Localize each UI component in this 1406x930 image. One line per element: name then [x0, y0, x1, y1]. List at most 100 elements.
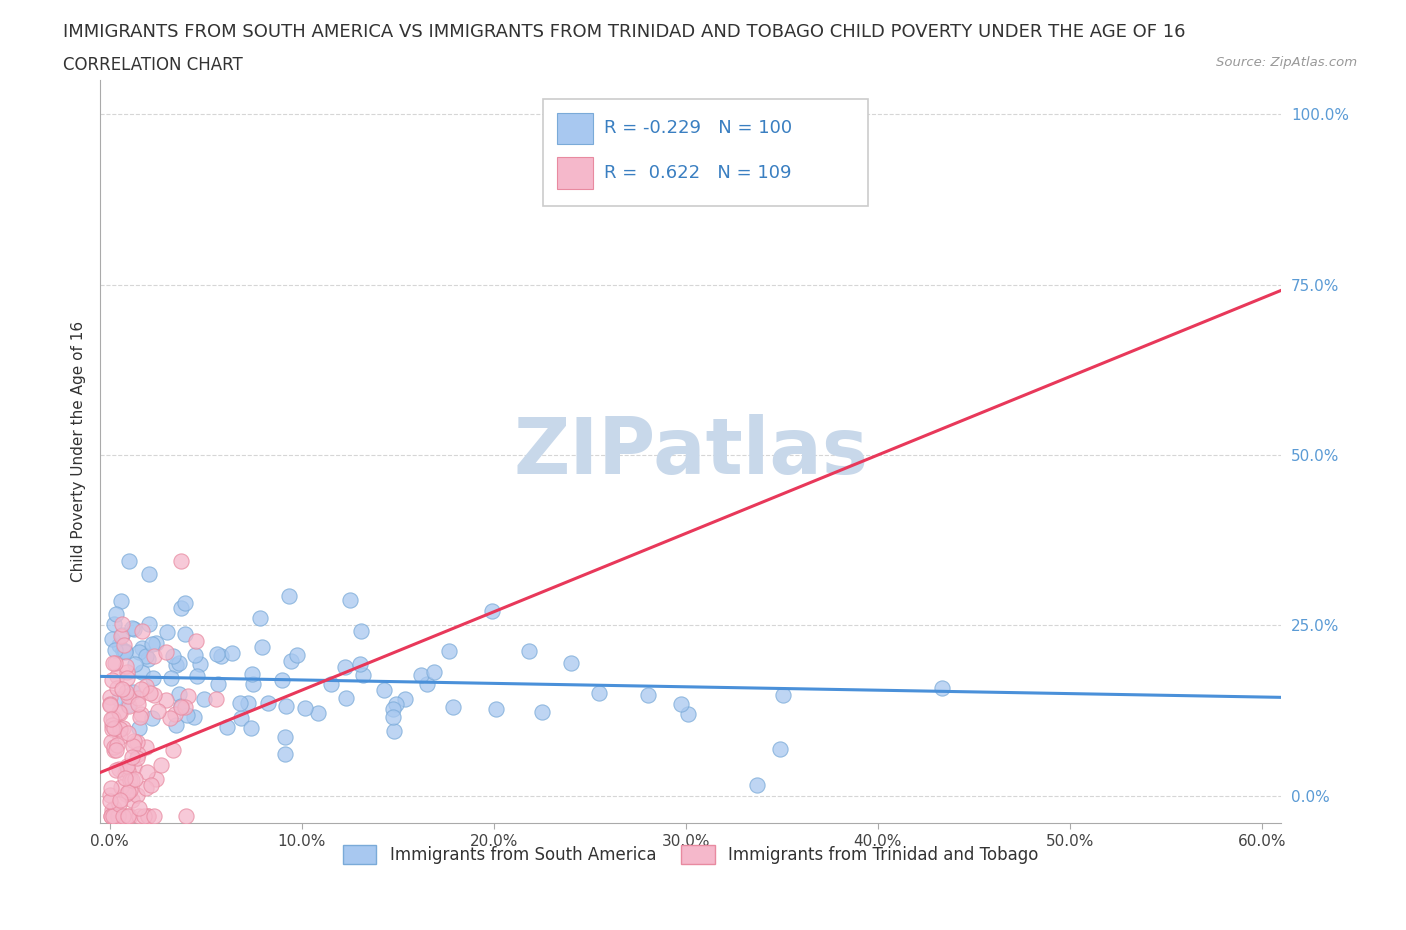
Point	[141, 777, 163, 792]
Point	[229, 696, 252, 711]
Point	[98, 698, 121, 712]
Point	[117, 809, 139, 824]
Point	[107, 809, 129, 824]
Point	[394, 691, 416, 706]
Point	[122, 738, 145, 753]
Point	[117, 764, 139, 778]
Point	[121, 621, 143, 636]
Point	[107, 809, 129, 824]
Point	[122, 734, 145, 749]
Point	[138, 617, 160, 631]
Point	[110, 779, 132, 794]
Point	[349, 657, 371, 671]
Text: Source: ZipAtlas.com: Source: ZipAtlas.com	[1216, 56, 1357, 69]
Point	[184, 633, 207, 648]
Point	[382, 724, 405, 739]
Point	[111, 721, 134, 736]
Point	[423, 664, 446, 679]
Point	[772, 687, 794, 702]
Point	[273, 729, 295, 744]
Point	[745, 777, 768, 792]
Point	[103, 711, 125, 725]
Point	[124, 657, 146, 671]
Y-axis label: Child Poverty Under the Age of 16: Child Poverty Under the Age of 16	[72, 321, 86, 582]
Point	[120, 783, 142, 798]
Point	[188, 656, 211, 671]
Point	[124, 772, 146, 787]
Point	[485, 702, 508, 717]
Point	[136, 809, 159, 824]
FancyBboxPatch shape	[557, 157, 592, 189]
Point	[170, 698, 193, 713]
Point	[110, 593, 132, 608]
Point	[115, 659, 138, 674]
Point	[176, 708, 198, 723]
Point	[373, 683, 395, 698]
Point	[117, 726, 139, 741]
Point	[108, 722, 131, 737]
Point	[285, 647, 308, 662]
Text: R =  0.622   N = 109: R = 0.622 N = 109	[605, 164, 792, 182]
Point	[307, 705, 329, 720]
Point	[170, 601, 193, 616]
Point	[115, 665, 138, 680]
Point	[127, 734, 149, 749]
Point	[105, 607, 128, 622]
Point	[177, 689, 200, 704]
Point	[129, 681, 152, 696]
Point	[121, 772, 143, 787]
Point	[229, 711, 252, 725]
Point	[135, 739, 157, 754]
Point	[135, 764, 157, 779]
Point	[118, 773, 141, 788]
Point	[127, 788, 149, 803]
Point	[128, 800, 150, 815]
Point	[352, 668, 374, 683]
Point	[128, 809, 150, 824]
Legend: Immigrants from South America, Immigrants from Trinidad and Tobago: Immigrants from South America, Immigrant…	[336, 838, 1045, 870]
Point	[103, 800, 125, 815]
Point	[100, 809, 122, 824]
Point	[271, 672, 294, 687]
Point	[104, 656, 127, 671]
Point	[162, 648, 184, 663]
Point	[131, 665, 153, 680]
Point	[335, 659, 357, 674]
Point	[146, 704, 169, 719]
Point	[128, 721, 150, 736]
Point	[142, 687, 165, 702]
Point	[103, 739, 125, 754]
Point	[155, 693, 177, 708]
Point	[145, 635, 167, 650]
Point	[110, 706, 132, 721]
Point	[276, 698, 298, 713]
Point	[769, 741, 792, 756]
Point	[242, 677, 264, 692]
Point	[111, 644, 134, 658]
Point	[159, 711, 181, 725]
Point	[136, 809, 159, 824]
Point	[103, 742, 125, 757]
Point	[100, 809, 122, 824]
Text: IMMIGRANTS FROM SOUTH AMERICA VS IMMIGRANTS FROM TRINIDAD AND TOBAGO CHILD POVER: IMMIGRANTS FROM SOUTH AMERICA VS IMMIGRA…	[63, 23, 1185, 41]
Point	[107, 692, 129, 707]
Point	[441, 699, 464, 714]
Point	[205, 692, 228, 707]
Point	[155, 644, 177, 659]
Point	[162, 743, 184, 758]
Point	[238, 696, 260, 711]
Point	[110, 629, 132, 644]
Point	[122, 684, 145, 699]
Point	[105, 681, 128, 696]
Point	[135, 679, 157, 694]
Point	[350, 624, 373, 639]
Point	[138, 566, 160, 581]
Point	[118, 809, 141, 824]
Point	[143, 809, 166, 824]
Point	[149, 758, 172, 773]
Point	[127, 691, 149, 706]
Point	[186, 669, 208, 684]
Point	[165, 658, 187, 672]
Point	[156, 625, 179, 640]
Point	[127, 746, 149, 761]
